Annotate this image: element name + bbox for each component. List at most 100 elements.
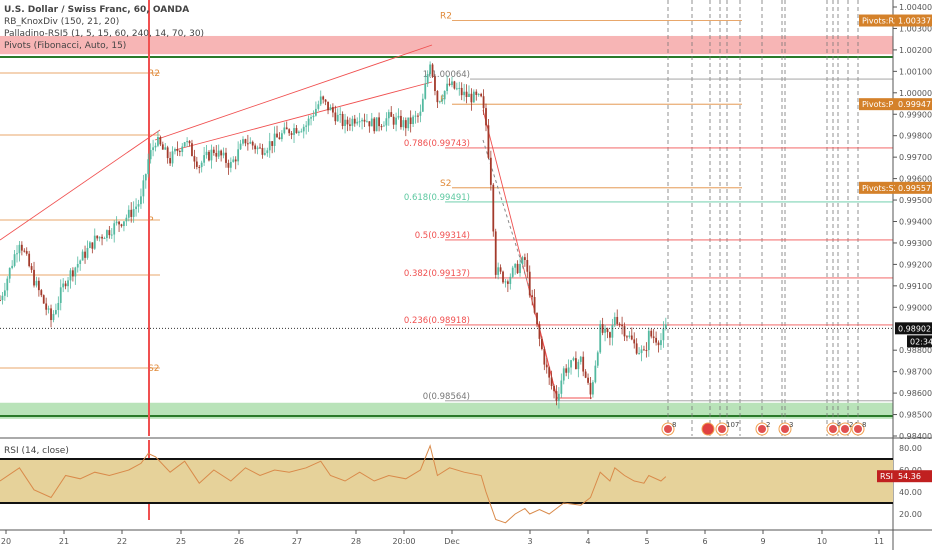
candle-body [560, 380, 563, 394]
trend-line [174, 81, 433, 151]
candle-body [295, 128, 298, 134]
y-tick-label: 0.99200 [899, 260, 932, 269]
candle-body [346, 119, 349, 125]
candle-body [553, 385, 555, 392]
candle-body [402, 120, 405, 128]
candle-body [181, 146, 184, 152]
candle-body [577, 361, 580, 370]
candle-body [312, 115, 315, 118]
candle-body [640, 349, 643, 354]
candle-body [565, 368, 568, 373]
pivot-tag: Pivots:S2 [862, 184, 899, 193]
x-tick-label: 5 [644, 537, 649, 546]
candle-body [453, 81, 456, 89]
candle-body [492, 184, 495, 232]
rsi-tick-label: 40.00 [899, 488, 922, 497]
candle-body [16, 253, 18, 255]
candle-body [249, 141, 252, 144]
y-tick-label: 0.99900 [899, 110, 932, 119]
candle-body [200, 162, 203, 168]
candle-body [319, 96, 322, 105]
candle-body [621, 324, 623, 327]
candle-body [550, 377, 553, 386]
candle-body [472, 91, 475, 103]
candle-body [171, 151, 174, 164]
x-tick-label: 4 [585, 537, 590, 546]
us-flag-icon [758, 425, 766, 433]
candle-body [259, 147, 261, 149]
candle-body [390, 112, 393, 117]
candle-body [606, 328, 609, 333]
candle-body [380, 126, 383, 128]
candle-body [334, 112, 337, 122]
candle-body [412, 116, 414, 124]
candle-body [477, 93, 480, 95]
y-tick-label: 0.98600 [899, 389, 932, 398]
candle-body [161, 144, 164, 150]
candle-body [385, 118, 388, 126]
candle-body [86, 247, 89, 258]
candle-body [120, 224, 123, 227]
candle-body [18, 244, 21, 254]
indicator-palladino-rsi[interactable]: Palladino-RSI5 (1, 5, 15, 60, 240, 14, 7… [4, 29, 205, 39]
pivot-label-S2: S2 [440, 179, 451, 189]
rsi-value-tag: 54.36 [898, 472, 921, 481]
pivot-tag-bg [859, 98, 895, 111]
candle-body [400, 115, 402, 128]
candle-body [351, 118, 354, 126]
candle-body [193, 156, 196, 162]
rsi-band [0, 459, 893, 503]
candle-body [266, 150, 269, 154]
candle-body [475, 91, 478, 95]
fib-label: 0.5(0.99314) [415, 231, 470, 241]
event-count: 4 [837, 421, 842, 429]
candle-body [246, 143, 249, 145]
candle-body [89, 242, 91, 248]
candle-body [208, 151, 210, 161]
fib-label: 0.236(0.98918) [404, 316, 470, 326]
candle-body [152, 147, 154, 151]
fib-label: 1(1.00064) [423, 70, 470, 80]
candle-body [96, 235, 99, 239]
candle-body [157, 137, 159, 146]
candle-body [647, 330, 650, 351]
candle-body [176, 149, 179, 152]
candle-body [315, 108, 317, 116]
event-count: 3 [789, 421, 793, 429]
candle-body [421, 98, 424, 112]
candle-body [662, 328, 665, 341]
candle-body [431, 64, 434, 77]
candle-body [215, 152, 218, 157]
candle-body [650, 330, 653, 337]
candle-body [113, 223, 116, 235]
candle-body [103, 238, 106, 240]
candle-body [404, 120, 407, 129]
indicator-knoxdiv[interactable]: RB_KnoxDiv (150, 21, 20) [4, 17, 120, 27]
candle-body [657, 342, 660, 346]
us-flag-icon [829, 425, 837, 433]
candle-body [244, 139, 247, 144]
candle-body [127, 209, 130, 218]
candle-body [516, 263, 519, 274]
candle-body [254, 145, 257, 150]
candle-body [283, 127, 286, 134]
candle-body [582, 356, 585, 372]
candle-body [280, 133, 283, 140]
candle-body [285, 127, 288, 130]
rsi-legend[interactable]: RSI (14, close) [4, 446, 69, 456]
candle-body [225, 152, 227, 163]
candle-body [52, 313, 55, 321]
x-tick-label: 20:00 [392, 537, 415, 546]
candle-body [140, 196, 142, 205]
x-tick-label: 27 [292, 537, 302, 546]
indicator-pivots[interactable]: Pivots (Fibonacci, Auto, 15) [4, 41, 127, 51]
candle-body [344, 119, 346, 126]
candle-body [302, 126, 305, 132]
x-tick-label: 11 [874, 537, 884, 546]
candle-body [429, 64, 432, 75]
candle-body [363, 119, 366, 122]
candle-body [609, 332, 611, 338]
candle-body [599, 324, 602, 353]
candle-body [13, 254, 16, 266]
